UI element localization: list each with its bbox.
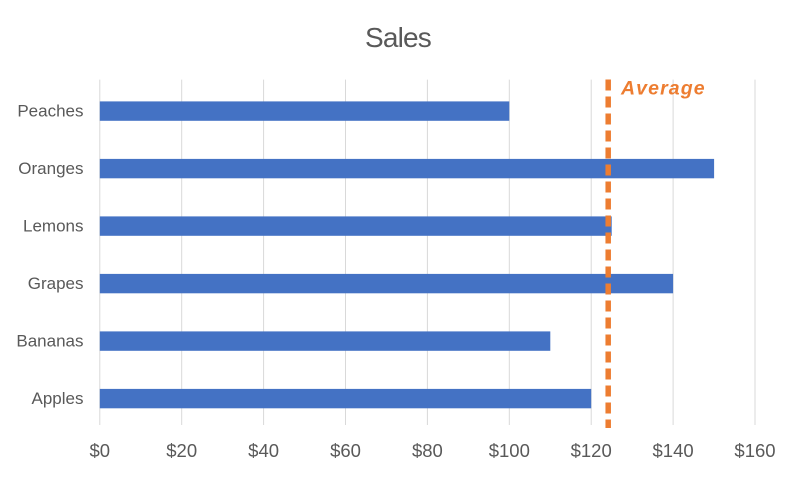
svg-text:Lemons: Lemons (23, 216, 83, 235)
svg-text:$140: $140 (653, 440, 694, 461)
svg-text:Bananas: Bananas (16, 331, 83, 350)
svg-text:Average: Average (620, 78, 706, 100)
svg-text:$0: $0 (90, 440, 111, 461)
svg-text:Grapes: Grapes (28, 274, 84, 293)
svg-text:$20: $20 (166, 440, 197, 461)
svg-text:Sales: Sales (365, 22, 431, 53)
svg-text:Peaches: Peaches (17, 101, 83, 120)
svg-text:$60: $60 (330, 440, 361, 461)
svg-text:$80: $80 (412, 440, 443, 461)
svg-text:$160: $160 (734, 440, 775, 461)
svg-text:Oranges: Oranges (18, 159, 83, 178)
svg-text:$100: $100 (489, 440, 530, 461)
svg-text:$40: $40 (248, 440, 279, 461)
svg-text:Apples: Apples (32, 389, 84, 408)
svg-text:$120: $120 (571, 440, 612, 461)
